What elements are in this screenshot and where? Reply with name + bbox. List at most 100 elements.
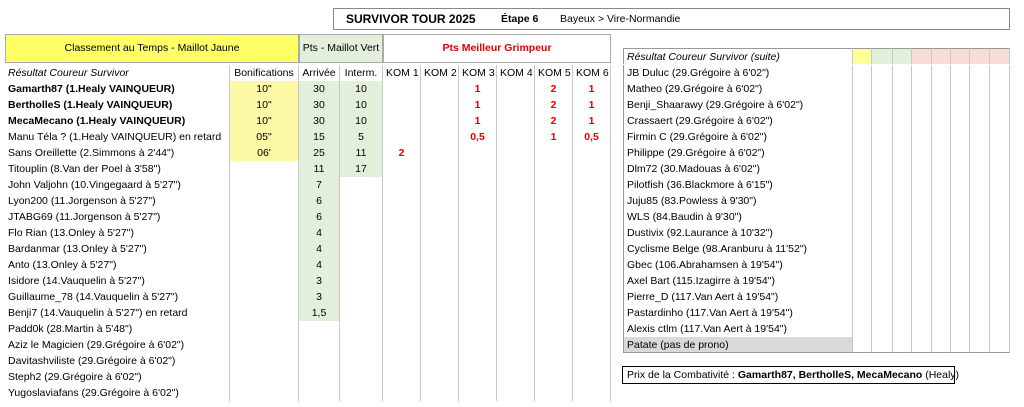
empty-cell bbox=[951, 81, 970, 97]
empty-cell bbox=[872, 209, 893, 225]
value-cell: 3 bbox=[299, 289, 340, 305]
empty-cell bbox=[932, 129, 951, 145]
value-cell bbox=[497, 273, 535, 289]
column-header: Résultat Coureur Survivor bbox=[5, 65, 230, 81]
value-cell bbox=[299, 385, 340, 401]
value-cell bbox=[573, 337, 611, 353]
empty-cell bbox=[912, 113, 932, 129]
empty-cell bbox=[872, 113, 893, 129]
value-cell: 5 bbox=[340, 129, 383, 145]
value-cell bbox=[535, 305, 573, 321]
value-cell bbox=[340, 305, 383, 321]
empty-cell bbox=[951, 129, 970, 145]
title: SURVIVOR TOUR 2025 bbox=[346, 12, 476, 26]
value-cell bbox=[383, 321, 421, 337]
name-cell: Guillaume_78 (14.Vauquelin à 5'27") bbox=[5, 289, 230, 305]
name-cell: Firmin C (29.Grégoire à 6'02") bbox=[623, 129, 853, 145]
group-header: Pts Meilleur Grimpeur bbox=[383, 34, 611, 63]
value-cell: 2 bbox=[535, 97, 573, 113]
value-cell bbox=[497, 145, 535, 161]
value-cell bbox=[459, 241, 497, 257]
name-cell: Sans Oreillette (2.Simmons à 2'44") bbox=[5, 145, 230, 161]
value-cell bbox=[340, 177, 383, 193]
name-cell: Titouplin (8.Van der Poel à 3'58") bbox=[5, 161, 230, 177]
empty-cell bbox=[951, 337, 970, 353]
name-cell: MecaMecano (1.Healy VAINQUEUR) bbox=[5, 113, 230, 129]
value-cell: 1 bbox=[459, 81, 497, 97]
name-cell: Isidore (14.Vauquelin à 5'27") bbox=[5, 273, 230, 289]
value-cell bbox=[573, 369, 611, 385]
name-cell: Axel Bart (115.Izagirre à 19'54") bbox=[623, 273, 853, 289]
value-cell bbox=[459, 161, 497, 177]
name-cell: Anto (13.Onley à 5'27") bbox=[5, 257, 230, 273]
color-column bbox=[951, 48, 970, 64]
empty-cell bbox=[990, 257, 1010, 273]
empty-cell bbox=[893, 209, 912, 225]
value-cell bbox=[421, 225, 459, 241]
empty-cell bbox=[853, 193, 872, 209]
value-cell bbox=[459, 209, 497, 225]
value-cell bbox=[535, 257, 573, 273]
name-cell: Pierre_D (117.Van Aert à 19'54") bbox=[623, 289, 853, 305]
empty-cell bbox=[853, 97, 872, 113]
value-cell: 05" bbox=[230, 129, 299, 145]
empty-cell bbox=[970, 145, 990, 161]
empty-cell bbox=[872, 337, 893, 353]
value-cell bbox=[383, 337, 421, 353]
empty-cell bbox=[970, 273, 990, 289]
empty-cell bbox=[951, 273, 970, 289]
value-cell bbox=[497, 81, 535, 97]
value-cell bbox=[421, 289, 459, 305]
value-cell bbox=[383, 257, 421, 273]
color-column bbox=[893, 48, 912, 64]
empty-cell bbox=[872, 241, 893, 257]
value-cell: 2 bbox=[383, 145, 421, 161]
empty-cell bbox=[951, 225, 970, 241]
empty-cell bbox=[893, 337, 912, 353]
empty-cell bbox=[853, 209, 872, 225]
value-cell: 4 bbox=[299, 241, 340, 257]
value-cell bbox=[497, 305, 535, 321]
value-cell bbox=[497, 113, 535, 129]
column-header: KOM 6 bbox=[573, 65, 611, 81]
empty-cell bbox=[853, 65, 872, 81]
column-header: Bonifications bbox=[230, 65, 299, 81]
value-cell bbox=[573, 353, 611, 369]
empty-cell bbox=[893, 113, 912, 129]
name-cell: Benji7 (14.Vauquelin à 5'27") en retard bbox=[5, 305, 230, 321]
note-label: Prix de la Combativité : bbox=[627, 369, 738, 381]
value-cell bbox=[383, 289, 421, 305]
value-cell: 4 bbox=[299, 225, 340, 241]
empty-cell bbox=[893, 321, 912, 337]
value-cell bbox=[230, 305, 299, 321]
empty-cell bbox=[951, 177, 970, 193]
empty-cell bbox=[932, 241, 951, 257]
empty-cell bbox=[951, 321, 970, 337]
value-cell bbox=[535, 161, 573, 177]
empty-cell bbox=[893, 161, 912, 177]
empty-cell bbox=[990, 97, 1010, 113]
name-cell: Crassaert (29.Grégoire à 6'02") bbox=[623, 113, 853, 129]
value-cell bbox=[383, 81, 421, 97]
value-cell bbox=[421, 241, 459, 257]
empty-cell bbox=[853, 161, 872, 177]
color-column bbox=[853, 48, 872, 64]
value-cell bbox=[421, 305, 459, 321]
group-header: Classement au Temps - Maillot Jaune bbox=[5, 34, 299, 63]
empty-cell bbox=[893, 97, 912, 113]
value-cell bbox=[340, 225, 383, 241]
empty-cell bbox=[970, 97, 990, 113]
empty-cell bbox=[970, 305, 990, 321]
empty-cell bbox=[872, 129, 893, 145]
value-cell bbox=[497, 161, 535, 177]
name-cell: Yugoslaviafans (29.Grégoire à 6'02") bbox=[5, 385, 230, 401]
value-cell bbox=[535, 273, 573, 289]
name-cell: WLS (84.Baudin à 9'30") bbox=[623, 209, 853, 225]
value-cell bbox=[497, 225, 535, 241]
empty-cell bbox=[990, 209, 1010, 225]
value-cell: 06' bbox=[230, 145, 299, 161]
name-cell: Flo Rian (13.Onley à 5'27") bbox=[5, 225, 230, 241]
value-cell bbox=[573, 257, 611, 273]
empty-cell bbox=[912, 225, 932, 241]
value-cell bbox=[230, 353, 299, 369]
